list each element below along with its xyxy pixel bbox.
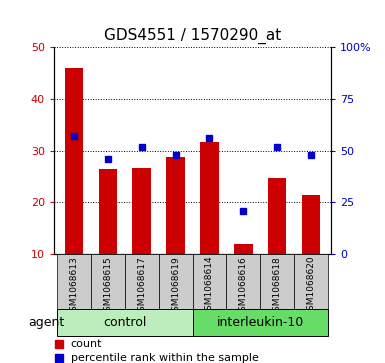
Bar	[192, 254, 226, 310]
Text: GSM1068619: GSM1068619	[171, 256, 180, 317]
Text: percentile rank within the sample: percentile rank within the sample	[70, 352, 258, 363]
Bar	[200, 142, 219, 254]
Text: GSM1068613: GSM1068613	[70, 256, 79, 317]
Text: control: control	[103, 316, 147, 329]
Bar	[234, 244, 253, 254]
Text: interleukin-10: interleukin-10	[216, 316, 304, 329]
Title: GDS4551 / 1570290_at: GDS4551 / 1570290_at	[104, 28, 281, 44]
Bar	[99, 169, 117, 254]
Text: agent: agent	[28, 316, 65, 329]
Text: GSM1068620: GSM1068620	[306, 256, 315, 317]
Bar	[159, 254, 192, 310]
Text: GSM1068617: GSM1068617	[137, 256, 146, 317]
Bar	[294, 254, 328, 310]
Bar	[301, 195, 320, 254]
Bar	[268, 178, 286, 254]
Text: GSM1068616: GSM1068616	[239, 256, 248, 317]
Bar	[132, 168, 151, 254]
Bar	[125, 254, 159, 310]
Bar	[65, 68, 84, 254]
Text: GSM1068618: GSM1068618	[273, 256, 281, 317]
Bar	[91, 254, 125, 310]
Bar	[57, 254, 91, 310]
Bar	[57, 309, 192, 336]
Bar	[192, 309, 328, 336]
Text: GSM1068615: GSM1068615	[104, 256, 112, 317]
Bar	[260, 254, 294, 310]
Text: count: count	[70, 339, 102, 348]
Bar	[226, 254, 260, 310]
Bar	[166, 157, 185, 254]
Text: GSM1068614: GSM1068614	[205, 256, 214, 317]
